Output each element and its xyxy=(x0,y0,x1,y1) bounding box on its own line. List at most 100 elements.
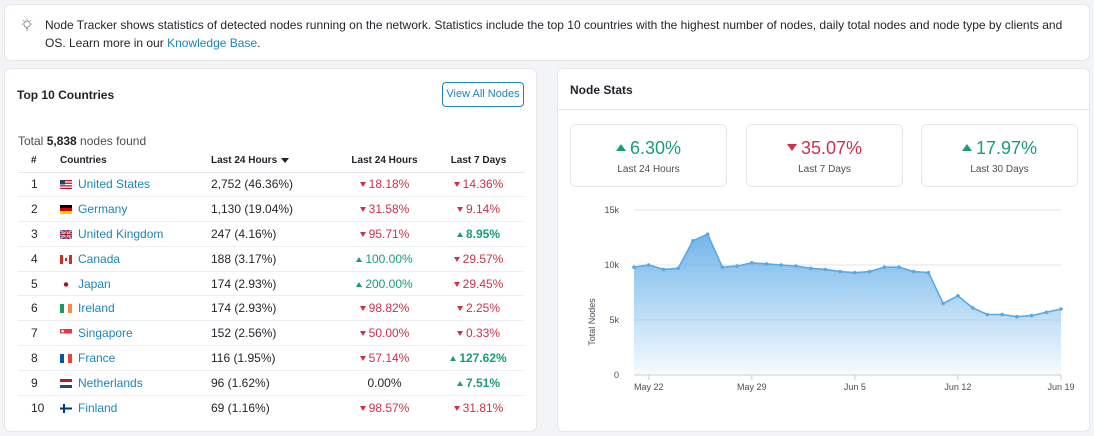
change-7d-cell: 31.81% xyxy=(432,395,525,420)
data-point[interactable] xyxy=(735,264,739,268)
change-7d-cell: 0.33% xyxy=(432,320,525,347)
country-link[interactable]: Singapore xyxy=(78,326,133,341)
change-7d-value: 127.62% xyxy=(450,351,507,365)
header-last-24-hours-sort[interactable]: Last 24 Hours xyxy=(211,149,337,173)
node-stats-card: Node Stats 6.30% Last 24 Hours 35.07% La… xyxy=(557,68,1090,432)
change-7d-value: 31.81% xyxy=(453,401,503,415)
data-point[interactable] xyxy=(911,269,916,274)
change-24h-cell: 98.82% xyxy=(337,295,432,322)
change-7d-value: 14.36% xyxy=(453,177,503,191)
node-count-cell: 116 (1.95%) xyxy=(211,345,337,371)
data-point[interactable] xyxy=(897,265,901,269)
stat-last-7-days: 35.07% Last 7 Days xyxy=(746,124,903,187)
data-point[interactable] xyxy=(1000,312,1004,317)
flag-fr-icon xyxy=(60,353,72,363)
arrow-down-icon xyxy=(453,405,460,411)
arrow-down-icon xyxy=(456,207,463,213)
divider xyxy=(558,109,1089,110)
data-point[interactable] xyxy=(808,266,813,271)
arrow-down-icon xyxy=(453,256,460,262)
y-axis-label: Total Nodes xyxy=(587,298,597,346)
data-point[interactable] xyxy=(691,239,695,243)
rank-cell: 9 xyxy=(18,370,60,396)
change-24h-value: 98.82% xyxy=(359,301,409,315)
data-point[interactable] xyxy=(882,265,887,269)
country-link[interactable]: Netherlands xyxy=(78,375,143,390)
table-row: 4 Canada 188 (3.17%) 100.00% 29.57% xyxy=(18,246,525,272)
node-count-cell: 1,130 (19.04%) xyxy=(211,196,337,223)
change-7d-cell: 7.51% xyxy=(432,370,525,396)
country-cell: Ireland xyxy=(60,295,211,322)
table-row: 1 United States 2,752 (46.36%) 18.18% 14.36% xyxy=(18,172,525,198)
change-24h-value: 31.58% xyxy=(359,202,409,216)
data-point[interactable] xyxy=(941,301,946,306)
data-point[interactable] xyxy=(794,264,798,268)
x-tick-label: May 22 xyxy=(634,382,664,392)
top-countries-card: Top 10 Countries View All Nodes Total 5,… xyxy=(4,68,537,432)
header-last-24-hours-change: Last 24 Hours xyxy=(337,149,432,173)
data-point[interactable] xyxy=(926,270,931,275)
country-cell: Finland xyxy=(60,395,211,420)
stat-value: 35.07% xyxy=(747,138,902,159)
country-link[interactable]: Ireland xyxy=(78,301,115,316)
arrow-down-icon xyxy=(359,331,366,337)
stat-label: Last 30 Days xyxy=(970,164,1029,175)
country-link[interactable]: France xyxy=(78,350,116,365)
node-count-cell: 69 (1.16%) xyxy=(211,400,270,415)
countries-table: # Countries Last 24 Hours Last 24 Hours … xyxy=(18,149,525,420)
data-point[interactable] xyxy=(779,263,784,267)
country-cell: France xyxy=(60,345,211,371)
data-point[interactable] xyxy=(705,232,710,236)
country-link[interactable]: Germany xyxy=(78,202,128,217)
data-point[interactable] xyxy=(1044,310,1049,315)
data-point[interactable] xyxy=(1029,313,1034,318)
stat-value: 17.97% xyxy=(922,138,1077,159)
change-24h-cell: 95.71% xyxy=(337,221,432,247)
y-tick-label: 5k xyxy=(609,315,619,325)
data-point[interactable] xyxy=(956,294,960,298)
node-count-cell: 152 (2.56%) xyxy=(211,320,337,347)
y-tick-label: 15k xyxy=(604,205,619,215)
table-row: 5 Japan 174 (2.93%) 200.00% 29.45% xyxy=(18,271,525,297)
data-point[interactable] xyxy=(764,262,769,266)
data-point[interactable] xyxy=(1059,307,1063,311)
data-point[interactable] xyxy=(985,312,990,317)
data-point[interactable] xyxy=(1015,314,1019,319)
change-24h-value: 0.00% xyxy=(367,375,402,390)
country-link[interactable]: United States xyxy=(78,177,151,192)
change-7d-cell: 127.62% xyxy=(432,345,525,371)
knowledge-base-link[interactable]: Knowledge Base xyxy=(167,36,258,50)
data-point[interactable] xyxy=(676,266,680,271)
rank-cell: 4 xyxy=(18,246,60,272)
rank-cell: 8 xyxy=(18,345,60,371)
data-point[interactable] xyxy=(970,306,975,310)
node-count-cell: 174 (2.93%) xyxy=(211,271,337,297)
change-7d-cell: 9.14% xyxy=(432,196,525,223)
arrow-down-icon xyxy=(456,306,463,312)
change-24h-value: 50.00% xyxy=(359,326,409,340)
view-all-nodes-button[interactable]: View All Nodes xyxy=(442,82,524,107)
data-point[interactable] xyxy=(632,265,636,269)
data-point[interactable] xyxy=(661,267,666,272)
table-row: 3 United Kingdom 247 (4.16%) 95.71% 8.95% xyxy=(18,221,525,247)
rank-cell: 2 xyxy=(18,196,60,223)
country-link[interactable]: Japan xyxy=(78,276,111,291)
data-point[interactable] xyxy=(838,269,842,274)
data-point[interactable] xyxy=(720,265,725,269)
country-link[interactable]: United Kingdom xyxy=(78,226,164,241)
data-point[interactable] xyxy=(867,269,872,274)
country-link[interactable]: Canada xyxy=(78,251,121,266)
arrow-up-icon xyxy=(615,144,626,151)
rank-cell: 6 xyxy=(18,295,60,322)
arrow-up-icon xyxy=(961,144,972,151)
change-7d-value: 0.33% xyxy=(456,326,500,340)
y-tick-label: 10k xyxy=(604,260,619,270)
data-point[interactable] xyxy=(749,261,754,265)
data-point[interactable] xyxy=(853,270,857,275)
change-24h-cell: 57.14% xyxy=(337,345,432,371)
data-point[interactable] xyxy=(646,263,651,267)
country-link[interactable]: Finland xyxy=(78,400,118,415)
data-point[interactable] xyxy=(823,267,828,272)
change-7d-value: 2.25% xyxy=(456,301,500,315)
flag-jp-icon xyxy=(60,279,72,289)
